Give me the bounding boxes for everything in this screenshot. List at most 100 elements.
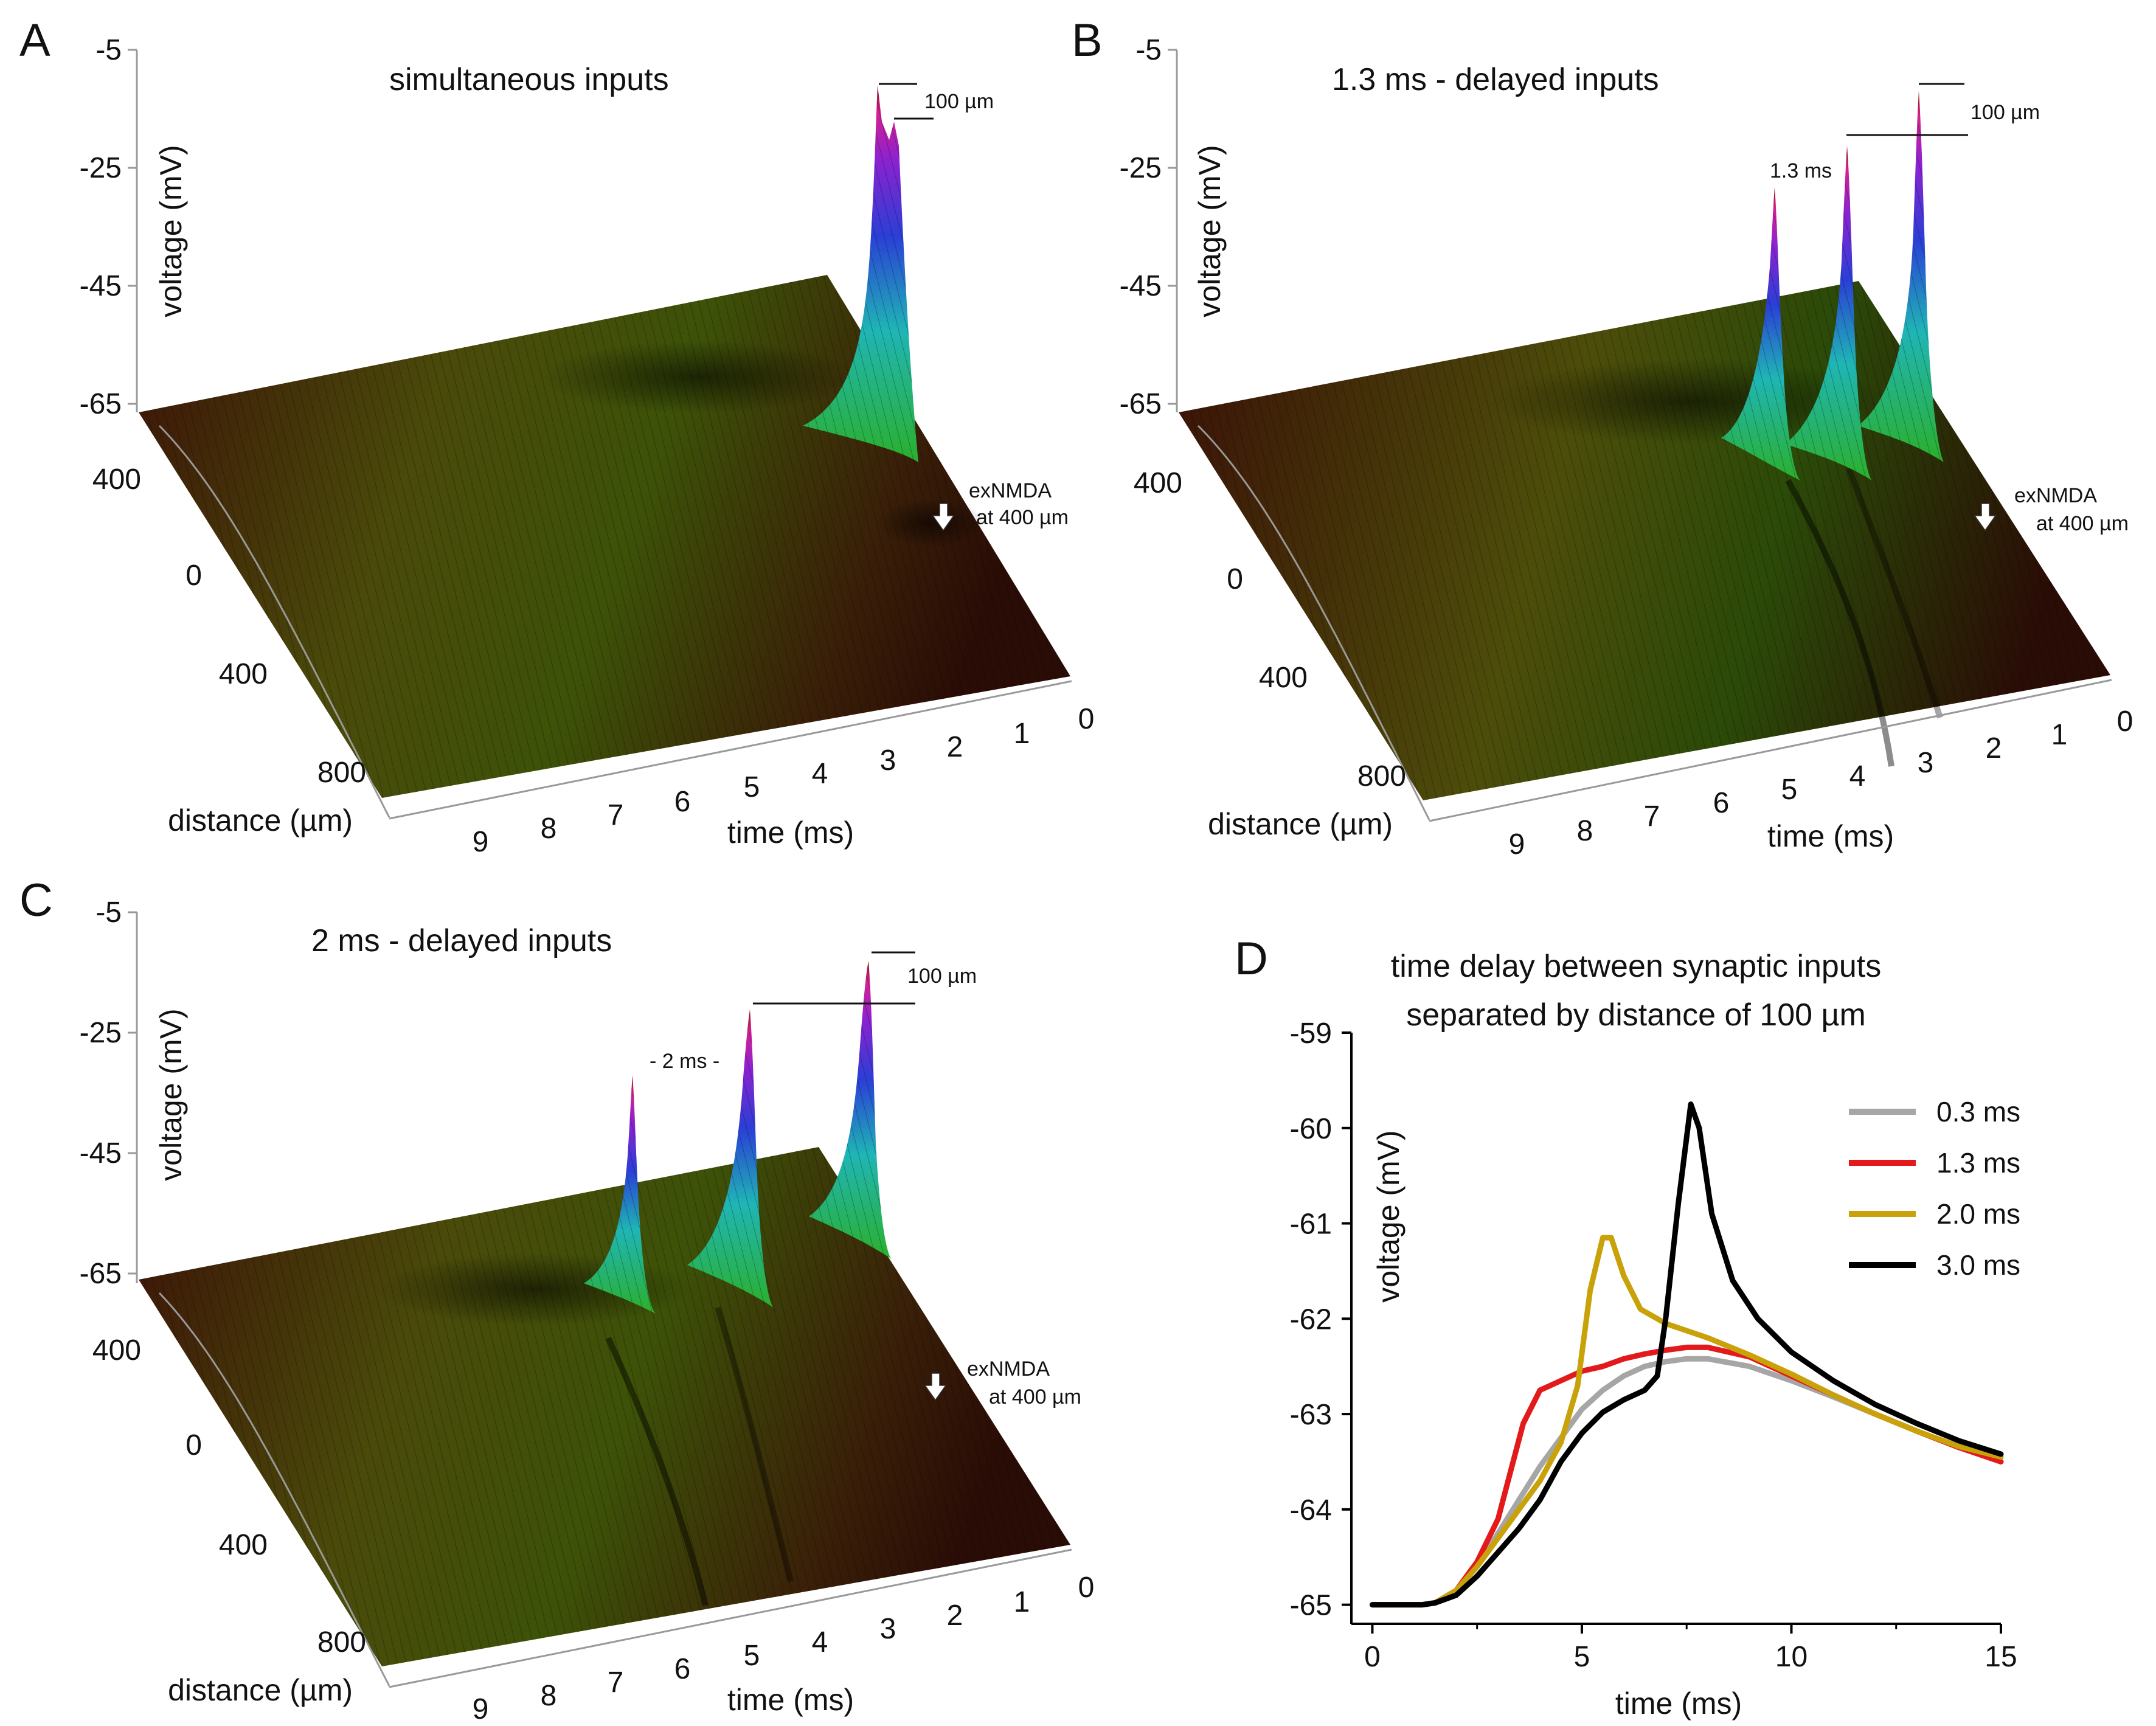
voltage-tick-marks bbox=[128, 911, 137, 1275]
panel-b-title: 1.3 ms - delayed inputs bbox=[1332, 62, 1659, 97]
time-axis bbox=[389, 680, 1072, 820]
distance-tick-label: 0 bbox=[185, 1429, 202, 1461]
surface-mesh bbox=[139, 1147, 1070, 1666]
distance-tick-label: 400 bbox=[1259, 662, 1308, 694]
panel-c-letter: C bbox=[19, 875, 53, 926]
distance-axis-label: distance (µm) bbox=[168, 803, 353, 837]
time-tick-label: 8 bbox=[541, 1680, 557, 1712]
distance-axis bbox=[158, 425, 390, 818]
time-axis-label: time (ms) bbox=[727, 1683, 854, 1717]
time-tick-label: 1 bbox=[1014, 1586, 1030, 1618]
chart-legend: 0.3 ms 1.3 ms 2.0 ms 3.0 ms bbox=[1849, 1096, 2020, 1281]
surface-shadow bbox=[876, 499, 985, 547]
series-line-3-0-ms bbox=[1370, 1101, 2004, 1608]
delay-label: - 2 ms - bbox=[650, 1050, 719, 1073]
ridge bbox=[715, 1306, 794, 1582]
x-tick-label: 5 bbox=[1574, 1641, 1590, 1673]
scale-bar bbox=[753, 951, 915, 1005]
y-tick-label: -63 bbox=[1290, 1399, 1332, 1431]
time-tick-label: 7 bbox=[1644, 800, 1660, 833]
distance-tick-label: 0 bbox=[1227, 563, 1243, 595]
time-tick-label: 2 bbox=[947, 1599, 963, 1632]
voltage-tick-label: -25 bbox=[1120, 152, 1162, 184]
panel-b: B 1.3 ms - delayed inputs -5 -25 -45 -65… bbox=[1072, 15, 2133, 861]
voltage-tick-label: -45 bbox=[80, 270, 122, 302]
panel-a: A simultaneous inputs -5 -25 -45 -65 vol… bbox=[19, 15, 1094, 858]
voltage-tick-marks bbox=[128, 49, 137, 405]
time-tick-label: 5 bbox=[744, 1640, 760, 1672]
time-tick-label: 1 bbox=[2051, 719, 2068, 751]
scale-bar bbox=[1846, 83, 1968, 136]
legend-label: 0.3 ms bbox=[1936, 1096, 2020, 1128]
scale-bar-label: 100 µm bbox=[924, 90, 994, 113]
distance-tick-label: 400 bbox=[219, 1529, 268, 1561]
y-tick-label: -65 bbox=[1290, 1590, 1332, 1622]
voltage-tick-label: -25 bbox=[80, 152, 122, 184]
distance-tick-label: 400 bbox=[92, 463, 141, 496]
exnmda-location-label: at 400 µm bbox=[989, 1385, 1081, 1409]
distance-tick-label: 800 bbox=[1357, 760, 1406, 792]
voltage-tick-label: -45 bbox=[1120, 270, 1162, 302]
time-tick-label: 1 bbox=[1014, 718, 1030, 750]
ridge bbox=[1785, 479, 1894, 767]
distance-axis bbox=[158, 1292, 390, 1686]
voltage-axis-label: voltage (mV) bbox=[154, 145, 188, 317]
ridge bbox=[605, 1336, 709, 1607]
voltage-spike-mesh bbox=[687, 1010, 774, 1308]
time-axis-label: time (ms) bbox=[1767, 819, 1894, 853]
time-tick-label: 3 bbox=[880, 1613, 896, 1645]
x-tick-label: 15 bbox=[1984, 1641, 2017, 1673]
voltage-spike-mesh bbox=[1785, 146, 1872, 480]
distance-axis-label: distance (µm) bbox=[1208, 807, 1393, 841]
voltage-tick-label: -5 bbox=[1135, 34, 1162, 66]
time-tick-label: 8 bbox=[1577, 815, 1593, 847]
time-tick-label: 8 bbox=[541, 813, 557, 845]
time-axis-label: time (ms) bbox=[727, 816, 854, 850]
delay-label: 1.3 ms bbox=[1770, 159, 1832, 182]
time-tick-label: 0 bbox=[1078, 703, 1095, 735]
surface-shadow bbox=[541, 341, 858, 414]
chart-subtitle: separated by distance of 100 µm bbox=[1406, 997, 1866, 1033]
voltage-tick-label: -5 bbox=[95, 34, 122, 66]
time-tick-label: 4 bbox=[812, 1626, 828, 1658]
x-tick-label: 0 bbox=[1364, 1641, 1381, 1673]
series-line-2-0-ms bbox=[1370, 1235, 2004, 1608]
distance-tick-label: 0 bbox=[185, 560, 202, 592]
panel-c-title: 2 ms - delayed inputs bbox=[311, 923, 612, 958]
exnmda-arrow bbox=[1974, 503, 1997, 532]
y-tick-label: -59 bbox=[1290, 1017, 1332, 1050]
voltage-tick-label: -25 bbox=[80, 1017, 122, 1049]
time-tick-label: 7 bbox=[608, 799, 624, 831]
exnmda-arrow bbox=[924, 1373, 947, 1401]
time-tick-label: 2 bbox=[947, 731, 963, 763]
time-axis bbox=[1429, 679, 2112, 822]
time-tick-label: 2 bbox=[1986, 732, 2002, 764]
distance-tick-label: 800 bbox=[317, 757, 366, 789]
time-tick-label: 9 bbox=[1509, 828, 1525, 861]
series-line-1-3-ms bbox=[1370, 1344, 2004, 1608]
panel-b-letter: B bbox=[1072, 15, 1103, 66]
legend-label: 1.3 ms bbox=[1936, 1147, 2020, 1179]
voltage-axis-label: voltage (mV) bbox=[1193, 145, 1227, 317]
surface-mesh bbox=[1179, 281, 2110, 800]
panel-d-letter: D bbox=[1235, 933, 1268, 985]
y-tick-label: -60 bbox=[1290, 1113, 1332, 1145]
exnmda-label: exNMDA bbox=[967, 1357, 1050, 1381]
exnmda-location-label: at 400 µm bbox=[976, 506, 1069, 529]
chart-series bbox=[1370, 1101, 2004, 1608]
voltage-spike-mesh bbox=[584, 1075, 656, 1314]
chart-axes: -59 -60 -61 -62 -63 -64 -65 0 5 10 15 bbox=[1290, 1017, 2017, 1673]
time-tick-label: 5 bbox=[744, 771, 760, 803]
time-tick-label: 6 bbox=[1713, 787, 1730, 819]
scale-bar-label: 100 µm bbox=[1971, 101, 2040, 124]
legend-label: 3.0 ms bbox=[1936, 1249, 2020, 1281]
chart-title: time delay between synaptic inputs bbox=[1391, 949, 1881, 984]
voltage-spike-mesh bbox=[1858, 91, 1944, 462]
y-axis-label: voltage (mV) bbox=[1371, 1130, 1406, 1302]
panel-a-letter: A bbox=[19, 15, 50, 66]
time-tick-label: 0 bbox=[1078, 1572, 1095, 1604]
voltage-spike-mesh bbox=[1721, 187, 1800, 480]
time-tick-label: 6 bbox=[674, 1653, 691, 1685]
voltage-spike-mesh bbox=[809, 961, 892, 1259]
